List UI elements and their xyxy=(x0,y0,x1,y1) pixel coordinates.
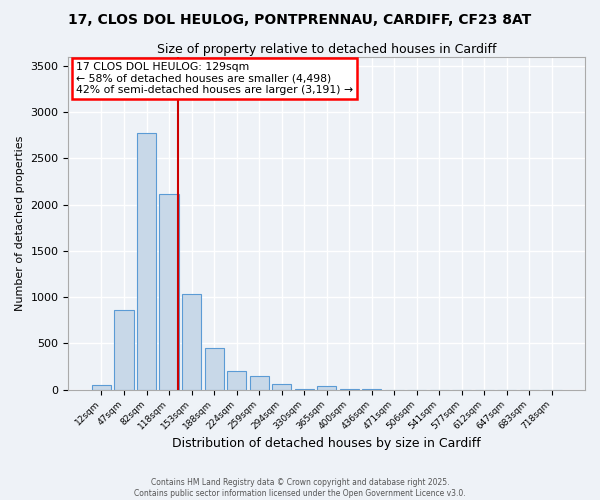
Bar xyxy=(115,310,134,390)
Bar xyxy=(272,384,291,390)
X-axis label: Distribution of detached houses by size in Cardiff: Distribution of detached houses by size … xyxy=(172,437,481,450)
Bar xyxy=(250,376,269,390)
Y-axis label: Number of detached properties: Number of detached properties xyxy=(15,136,25,311)
Text: Contains HM Land Registry data © Crown copyright and database right 2025.
Contai: Contains HM Land Registry data © Crown c… xyxy=(134,478,466,498)
Bar xyxy=(92,384,111,390)
Title: Size of property relative to detached houses in Cardiff: Size of property relative to detached ho… xyxy=(157,42,496,56)
Bar xyxy=(205,348,224,390)
Bar xyxy=(160,194,179,390)
Bar xyxy=(137,132,156,390)
Bar xyxy=(340,388,359,390)
Text: 17 CLOS DOL HEULOG: 129sqm
← 58% of detached houses are smaller (4,498)
42% of s: 17 CLOS DOL HEULOG: 129sqm ← 58% of deta… xyxy=(76,62,353,95)
Bar xyxy=(317,386,336,390)
Bar xyxy=(227,370,246,390)
Bar xyxy=(182,294,201,390)
Bar xyxy=(295,388,314,390)
Text: 17, CLOS DOL HEULOG, PONTPRENNAU, CARDIFF, CF23 8AT: 17, CLOS DOL HEULOG, PONTPRENNAU, CARDIF… xyxy=(68,12,532,26)
